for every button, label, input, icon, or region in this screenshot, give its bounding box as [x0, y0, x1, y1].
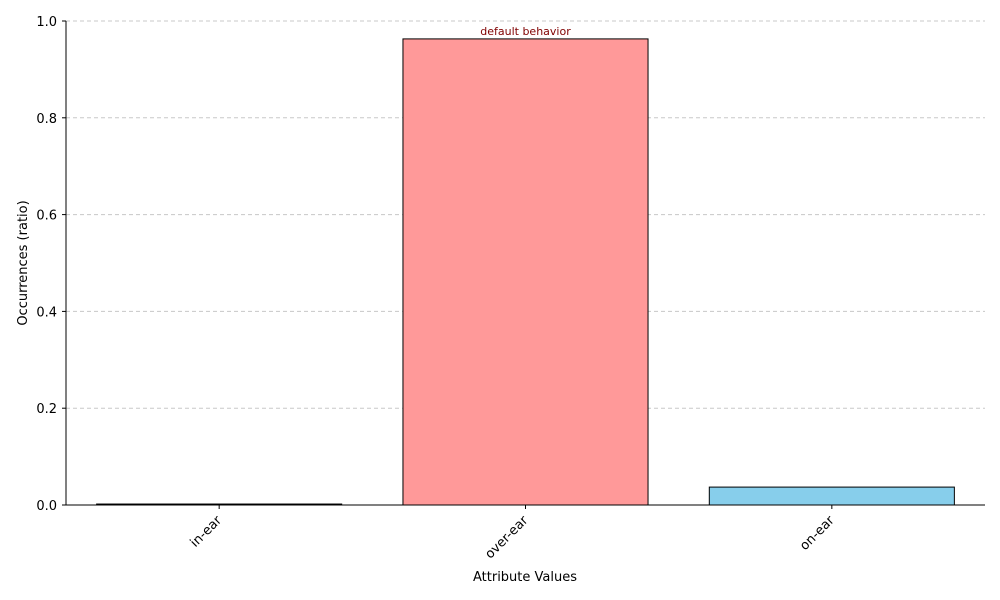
y-tick-label: 0.0: [36, 499, 57, 514]
y-tick-label: 0.2: [36, 402, 57, 417]
grid-lines: [66, 20, 985, 409]
y-tick-label: 0.6: [36, 209, 57, 224]
y-tick-label: 1.0: [36, 15, 57, 30]
y-axis-title: Occurrences (ratio): [16, 200, 31, 325]
y-tick-label: 0.4: [36, 305, 57, 320]
y-tick-label: 0.8: [36, 112, 57, 127]
x-tick-label: in-ear: [188, 513, 226, 551]
x-tick-label: over-ear: [482, 513, 531, 562]
x-axis-title: Attribute Values: [473, 570, 577, 585]
bar-annotation: default behavior: [480, 25, 571, 38]
bars-group: [96, 38, 955, 506]
annotations-group: default behavior: [480, 25, 571, 38]
y-ticks: 0.0 0.2 0.4 0.6 0.8 1.0: [36, 15, 66, 514]
x-ticks: in-ear over-ear on-ear: [188, 505, 838, 562]
bar-on-ear: [708, 486, 955, 506]
bar-over-ear: [402, 38, 649, 506]
x-tick-label: on-ear: [797, 513, 838, 554]
